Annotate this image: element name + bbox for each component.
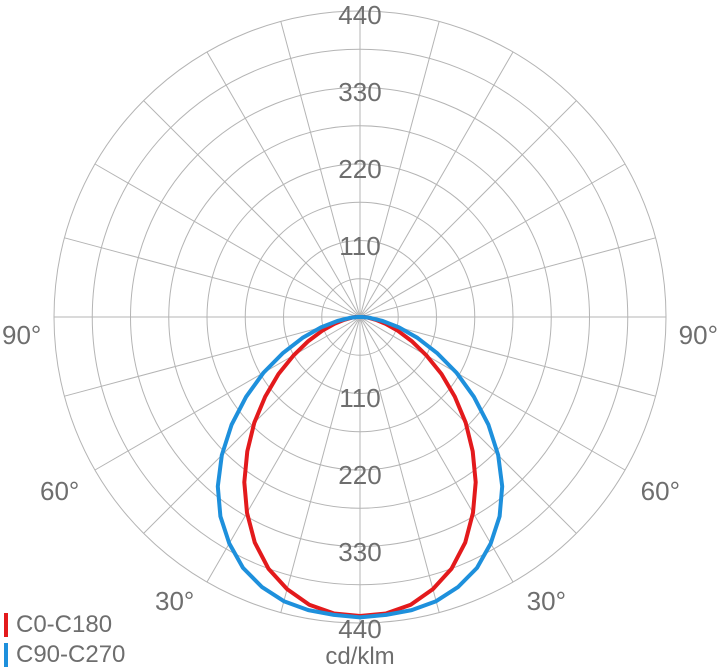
grid-spoke: [359, 163, 626, 318]
grid-spoke: [359, 316, 626, 471]
grid-spoke: [359, 316, 656, 397]
radial-tick-label: 220: [338, 154, 381, 184]
radial-tick-label: 110: [339, 383, 380, 413]
grid-spoke: [94, 316, 361, 471]
grid-spoke: [359, 21, 440, 318]
grid-spoke: [206, 316, 361, 583]
legend-swatch-red: [4, 613, 8, 637]
grid-spoke: [359, 237, 656, 318]
intensity-curves: [215, 315, 505, 620]
angle-labels: 90° 60° 30° 90° 60° 30°: [2, 320, 718, 616]
angle-label-right-30: 30°: [527, 586, 566, 616]
legend-item-c0-c180: C0-C180: [4, 610, 125, 640]
legend-item-c90-c270: C90-C270: [4, 640, 125, 670]
legend-label: C90-C270: [16, 641, 126, 668]
grid-spoke: [280, 21, 361, 318]
grid-spoke: [64, 316, 361, 397]
radial-tick-label: 440: [338, 0, 381, 30]
radial-tick-label: 330: [338, 537, 381, 567]
angle-label-right-90: 90°: [679, 320, 718, 350]
angle-label-left-60: 60°: [40, 476, 79, 506]
radial-unit-label: cd/klm: [325, 643, 394, 670]
radial-tick-label: 220: [338, 460, 381, 490]
radial-tick-label: 110: [339, 231, 380, 261]
angle-label-right-60: 60°: [641, 476, 680, 506]
grid-spoke: [359, 51, 514, 318]
legend: C0-C180 C90-C270: [4, 610, 125, 670]
angular-grid-spokes: [54, 11, 666, 623]
legend-swatch-blue: [4, 643, 8, 667]
grid-spoke: [64, 237, 361, 318]
grid-spoke: [143, 100, 361, 318]
radial-tick-labels-lower: 110 220 330 440: [338, 383, 381, 644]
grid-spoke: [280, 316, 361, 613]
grid-spoke: [359, 100, 577, 318]
grid-spoke: [359, 316, 440, 613]
grid-spoke: [359, 316, 514, 583]
radial-tick-labels-upper: 110 220 330 440: [338, 0, 381, 261]
grid-spoke: [206, 51, 361, 318]
series-curve-c90-c270: [215, 315, 505, 620]
radial-tick-label: 330: [338, 77, 381, 107]
legend-label: C0-C180: [16, 611, 113, 638]
angle-label-left-30: 30°: [155, 586, 194, 616]
grid-spoke: [94, 163, 361, 318]
angle-label-left-90: 90°: [2, 320, 41, 350]
